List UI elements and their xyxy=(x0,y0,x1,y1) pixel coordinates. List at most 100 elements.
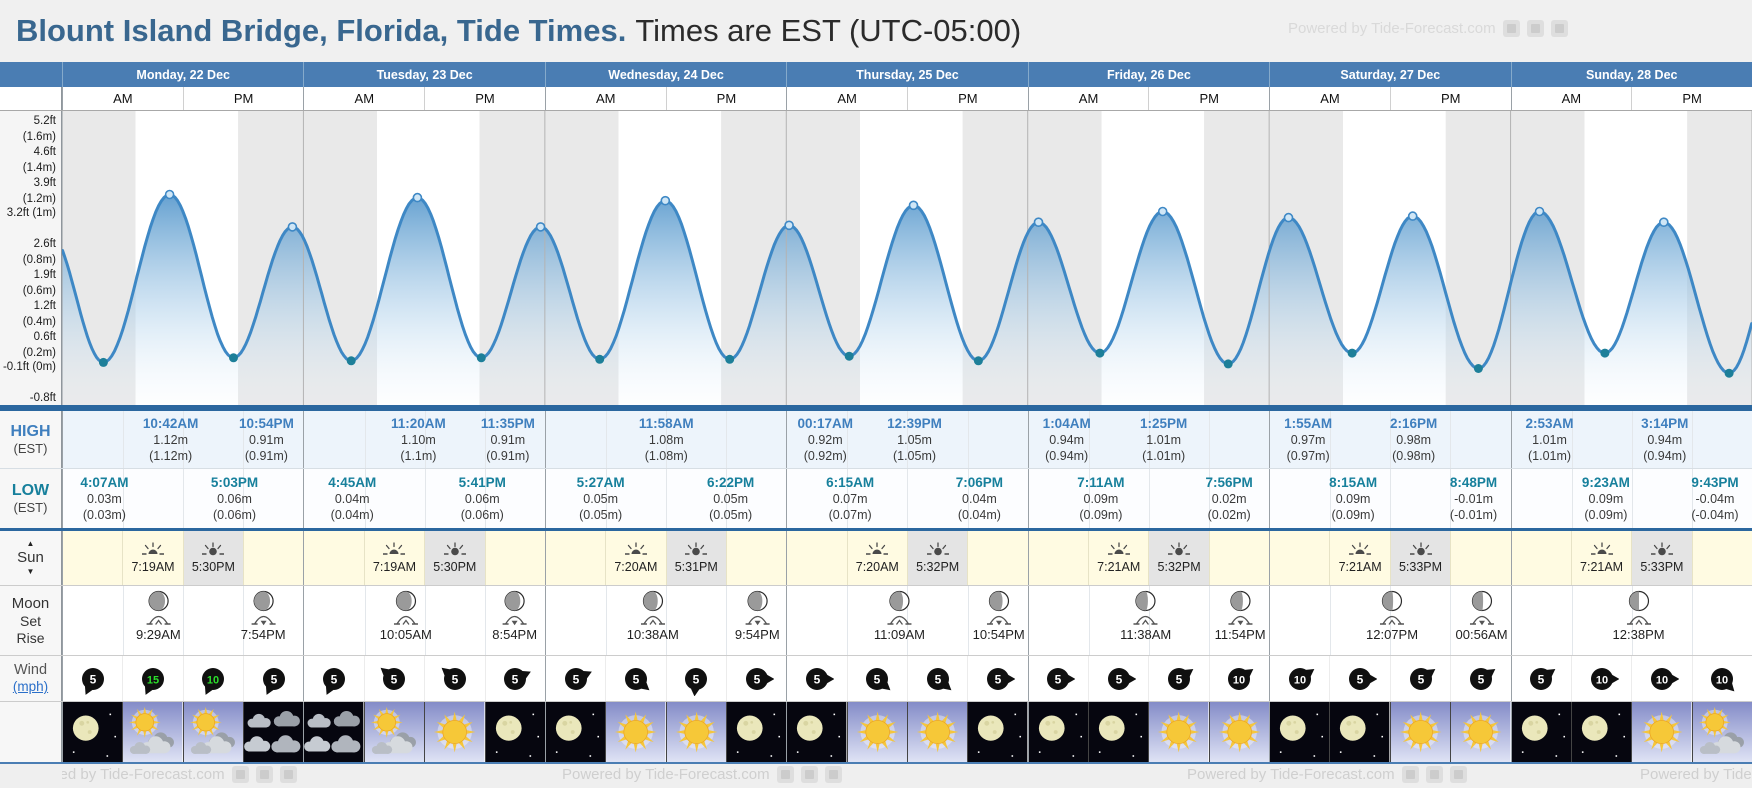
high-tide-event: 11:58AM 1.08m (1.08m) xyxy=(639,414,694,464)
sun-empty-cell xyxy=(244,531,303,585)
moon-phase-icon xyxy=(1135,590,1156,612)
moon-event-time: 9:54PM xyxy=(734,627,780,642)
sun-empty-cell xyxy=(63,531,124,585)
sunset-icon xyxy=(443,542,466,556)
wind-speed-value: 15 xyxy=(147,674,159,686)
weather-cell xyxy=(1270,702,1331,762)
tide-day-cell: 4:07AM 0.03m (0.03m) 5:03PM 0.06m (0.06m) xyxy=(62,469,304,528)
wind-cell: 10 xyxy=(184,656,245,701)
moon-event: 12:07PM xyxy=(1366,590,1418,642)
footer-social-glyph xyxy=(828,770,838,779)
footer-watermark: Powered by Tide-Forecast.com xyxy=(62,766,297,783)
subcell-divider xyxy=(907,469,909,528)
day-header: Friday, 26 Dec xyxy=(1027,62,1269,87)
sun-empty-cell xyxy=(304,531,365,585)
tide-time: 8:48PM xyxy=(1449,474,1498,490)
tide-day-cell: 11:58AM 1.08m (1.08m) xyxy=(544,411,787,468)
mph-link[interactable]: (mph) xyxy=(12,679,49,695)
sun-empty-cell xyxy=(727,531,786,585)
y-axis-tick-label: 0.6ft (0.2m) xyxy=(22,330,56,359)
sun-empty-cell xyxy=(1029,531,1090,585)
low-tide-point xyxy=(1095,348,1105,358)
y-axis-tick-label: 1.9ft (0.6m) xyxy=(22,269,56,297)
low-tide-row: LOW (EST) 4:07AM 0.03m (0.03m) 5:03PM 0.06m(… xyxy=(0,468,1752,528)
wind-speed-icon: 5 xyxy=(926,667,952,690)
high-tide-event: 1:55AM 0.97m (0.97m) xyxy=(1284,414,1332,464)
subcell-divider xyxy=(123,586,125,655)
subcell-divider xyxy=(364,411,366,468)
weather-cell xyxy=(1330,702,1391,762)
high-tide-point xyxy=(287,222,298,232)
sunset-cell: 5:30PM xyxy=(425,531,486,585)
footer-social-glyph xyxy=(1405,770,1415,779)
moon-day-cell: 11:38AM 11:54PM xyxy=(1027,586,1270,655)
weather-cell xyxy=(1089,702,1150,762)
wind-cell: 5 xyxy=(425,656,486,701)
low-tide-point xyxy=(1600,348,1610,358)
tide-height: -0.01m xyxy=(1454,492,1493,507)
am-pm-day-group: AM PM xyxy=(1269,87,1510,110)
tide-day-cell: 10:42AM 1.12m (1.12m) 10:54PM 0.91m (0.91m) xyxy=(62,411,304,468)
subcell-divider xyxy=(907,586,909,655)
wind-speed-value: 5 xyxy=(1538,672,1545,686)
wind-cell: 5 xyxy=(546,656,607,701)
moon-event: 10:38AM xyxy=(627,590,679,642)
moon-event-time: 00:56AM xyxy=(1455,627,1508,642)
wind-speed-icon: 5 xyxy=(504,667,532,690)
moon-event: 10:05AM xyxy=(380,590,432,642)
tide-time: 6:15AM xyxy=(826,474,875,490)
sunrise-icon xyxy=(866,542,889,555)
wind-speed-icon: 10 xyxy=(1228,667,1254,690)
wind-speed-icon: 10 xyxy=(1711,667,1735,691)
moon-event-time: 12:38PM xyxy=(1612,627,1665,642)
low-tide-point xyxy=(844,351,854,361)
weather-icon-day-clear xyxy=(847,702,907,762)
wind-cell: 5 xyxy=(727,656,786,701)
wind-cell: 15 xyxy=(123,656,184,701)
subcell-divider xyxy=(1148,586,1150,655)
subcell-divider xyxy=(1450,411,1452,468)
wind-speed-value: 5 xyxy=(1115,672,1122,686)
tide-day-cell: 7:11AM 0.09m (0.09m) 7:56PM 0.02m (0.02m) xyxy=(1027,469,1270,528)
tide-time: 1:25PM xyxy=(1140,415,1188,431)
wind-row-label: Wind (mph) xyxy=(0,656,62,701)
sun-day-cell: 7:20AM 5:32PM xyxy=(786,531,1028,585)
sunset-time: 5:32PM xyxy=(916,560,960,574)
tide-height: 1.05m xyxy=(897,433,932,448)
weather-cell xyxy=(123,702,184,762)
tide-time: 5:41PM xyxy=(458,474,506,490)
sunset-time: 5:33PM xyxy=(1398,560,1443,574)
tide-height-alt: (0.05m) xyxy=(579,508,623,523)
subcell-divider xyxy=(726,469,728,528)
tide-height: 0.04m xyxy=(962,492,997,507)
sun-day-cell: 7:19AM 5:30PM xyxy=(62,531,304,585)
moon-event-time: 11:09AM xyxy=(873,627,925,642)
moon-day-cell: 10:05AM 8:54PM xyxy=(303,586,545,655)
moon-day-cell: 9:29AM 7:54PM xyxy=(62,586,304,655)
watermark-social-icon xyxy=(1502,20,1520,37)
tide-height: 0.98m xyxy=(1396,433,1432,448)
tide-day-cell: 11:20AM 1.10m (1.1m) 11:35PM 0.91m (0.91m) xyxy=(303,411,545,468)
high-tide-event: 11:35PM 0.91m (0.91m) xyxy=(481,414,535,464)
moon-event-time: 8:54PM xyxy=(492,627,538,642)
tide-time: 12:39PM xyxy=(887,415,942,431)
moon-phase-icon xyxy=(747,590,768,612)
wind-cell: 5 xyxy=(244,656,303,701)
high-tide-event: 1:04AM 0.94m (0.94m) xyxy=(1043,414,1091,464)
subcell-divider xyxy=(1390,469,1392,528)
sunset-icon xyxy=(926,542,949,556)
tide-height-alt: (0.98m) xyxy=(1392,449,1436,464)
y-axis-tick-label: -0.1ft (0m) xyxy=(2,361,56,374)
tide-height-alt: (0.94m) xyxy=(1643,449,1687,464)
footer-watermark: Powered by Tide-Forecast.com xyxy=(562,766,842,783)
weather-icon-day-clear xyxy=(907,702,968,762)
weather-icon-day-clear xyxy=(666,702,726,762)
weather-icon-night-clear xyxy=(545,702,606,762)
moon-event: 11:38AM xyxy=(1120,590,1171,642)
footer-social-icon xyxy=(1449,766,1467,783)
sunrise-triangle-icon: ▲ xyxy=(26,539,35,549)
tide-day-cell: 4:45AM 0.04m (0.04m) 5:41PM 0.06m (0.06m) xyxy=(303,469,545,528)
tide-height: 0.92m xyxy=(807,433,843,448)
moon-phase-icon xyxy=(504,590,525,612)
tide-height: 0.05m xyxy=(583,492,619,507)
